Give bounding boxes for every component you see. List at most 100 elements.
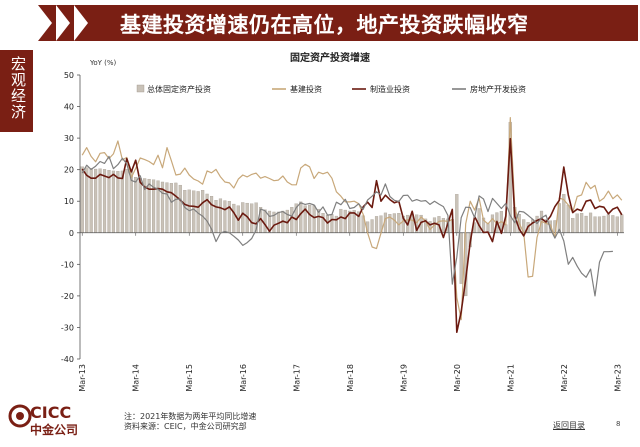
- bar-total-fai: [535, 215, 539, 233]
- bar-total-fai: [308, 204, 312, 233]
- bar-total-fai: [593, 216, 597, 233]
- bar-total-fai: [120, 170, 124, 233]
- cicc-logo: [8, 403, 118, 443]
- back-to-toc-link[interactable]: 返回目录: [553, 421, 585, 430]
- y-tick-label: 10: [64, 197, 74, 206]
- line-manufacturing: [81, 137, 623, 334]
- y-tick-label: 50: [64, 71, 74, 80]
- bar-total-fai: [584, 215, 588, 233]
- bar-total-fai: [232, 203, 236, 233]
- bar-total-fai: [169, 183, 173, 233]
- bar-total-fai: [459, 232, 463, 284]
- bar-total-fai: [290, 207, 294, 233]
- bar-total-fai: [223, 200, 227, 233]
- x-tick-label: Mar-20: [453, 364, 462, 392]
- chevron-icon: [56, 5, 70, 41]
- bar-total-fai: [490, 214, 495, 233]
- legend-swatch: [136, 84, 145, 93]
- bar-total-fai: [227, 201, 231, 233]
- bar-total-fai: [620, 214, 624, 233]
- bar-total-fai: [325, 214, 330, 233]
- x-tick-label: Mar-19: [399, 364, 408, 392]
- bar-total-fai: [107, 170, 111, 233]
- bar-total-fai: [339, 208, 343, 233]
- bar-total-fai: [312, 205, 316, 233]
- x-tick-label: Mar-22: [560, 364, 569, 392]
- bar-total-fai: [580, 213, 584, 233]
- x-tick-label: Mar-21: [506, 364, 515, 392]
- chevron-icon: [38, 5, 52, 41]
- bar-total-fai: [174, 182, 178, 233]
- bar-total-fai: [201, 190, 205, 233]
- bar-total-fai: [80, 166, 84, 233]
- bar-total-fai: [111, 170, 116, 233]
- x-tick-label: Mar-23: [613, 364, 622, 392]
- x-tick-label: Mar-18: [346, 364, 355, 392]
- bar-total-fai: [183, 190, 187, 233]
- bar-total-fai: [178, 184, 182, 233]
- logo-mark-icon: [8, 404, 32, 428]
- chart-title: 固定资产投资增速: [290, 51, 370, 64]
- header-bar: [38, 5, 638, 41]
- footer-source-line: 资料来源：CEIC，中金公司研究部: [124, 422, 247, 431]
- y-tick-label: -30: [61, 323, 74, 332]
- bar-total-fai: [392, 213, 396, 233]
- y-tick-label: 0: [69, 229, 74, 238]
- bar-total-fai: [575, 213, 579, 233]
- bar-total-fai: [504, 224, 508, 233]
- bar-total-fai: [455, 194, 459, 233]
- legend-label: 总体固定资产投资: [147, 84, 211, 94]
- bar-total-fai: [134, 177, 138, 233]
- fai-growth-chart: 固定资产投资增速 YoY (%) -40 -30 -20 -10 0 10 20 30 40 50 Ma…: [61, 51, 624, 392]
- bar-total-fai: [98, 168, 102, 233]
- footer-note-line: 注：2021年数据为两年平均同比增速: [124, 412, 257, 421]
- bar-total-fai: [102, 169, 107, 233]
- legend-label: 房地产开发投资: [470, 84, 526, 94]
- y-axis-label: YoY (%): [89, 59, 117, 67]
- y-tick-label: -40: [61, 355, 74, 364]
- bar-total-fai: [597, 216, 602, 233]
- bar-total-fai: [214, 200, 218, 233]
- y-tick-label: 20: [64, 166, 74, 175]
- bar-total-fai: [321, 213, 325, 233]
- legend-label: 基建投资: [290, 84, 322, 94]
- bar-total-fai: [218, 198, 223, 233]
- bar-total-fai: [299, 201, 303, 233]
- bar-total-fai: [263, 209, 267, 233]
- bar-total-fai: [187, 189, 191, 233]
- bar-total-fai: [588, 212, 593, 233]
- bar-total-fai: [615, 216, 619, 233]
- line-real-estate: [81, 155, 613, 297]
- bar-total-fai: [370, 219, 374, 233]
- bar-total-fai: [192, 190, 196, 233]
- bar-total-fai: [250, 203, 254, 233]
- section-tab[interactable]: 宏观经济: [0, 50, 33, 132]
- chevron-icon: [74, 5, 88, 41]
- bar-total-fai: [165, 182, 169, 233]
- logo-text: CICC: [30, 403, 72, 422]
- bar-total-fai: [241, 202, 245, 233]
- y-tick-label: -20: [61, 292, 74, 301]
- legend-label: 制造业投资: [370, 84, 410, 94]
- x-tick-label: Mar-15: [185, 364, 194, 392]
- bar-total-fai: [606, 214, 610, 233]
- logo-subtext: 中金公司: [30, 423, 79, 437]
- bar-total-fai: [147, 178, 151, 233]
- bar-total-fai: [374, 216, 379, 233]
- bar-total-fai: [611, 215, 615, 233]
- bar-total-fai: [531, 219, 535, 233]
- section-label: 宏观经济: [9, 56, 27, 120]
- x-tick-label: Mar-17: [292, 364, 301, 392]
- y-tick-label: -10: [61, 260, 74, 269]
- x-tick-label: Mar-14: [132, 364, 141, 392]
- bar-total-fai: [116, 171, 120, 233]
- header-banner: 基建投资增速仍在高位，地产投资跌幅收窄: [0, 0, 640, 47]
- line-infrastructure: [81, 116, 623, 321]
- bar-total-fai: [566, 204, 570, 233]
- page-title: 基建投资增速仍在高位，地产投资跌幅收窄: [120, 13, 529, 37]
- bar-total-fai: [477, 208, 481, 233]
- bar-total-fai: [138, 178, 142, 233]
- bar-total-fai: [343, 209, 347, 233]
- y-tick-label: 30: [64, 134, 74, 143]
- page-number: 8: [616, 420, 621, 428]
